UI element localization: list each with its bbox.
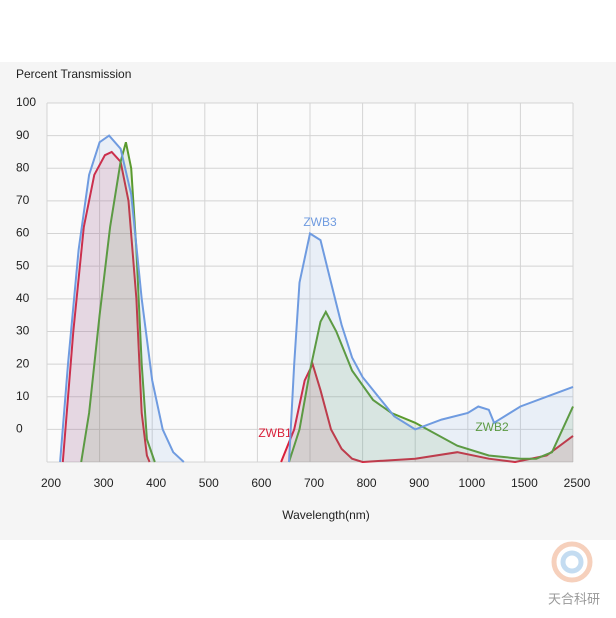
x-tick-label: 500 [199, 476, 219, 490]
x-tick-label: 300 [94, 476, 114, 490]
y-tick-label: 10 [16, 389, 30, 403]
logo [551, 541, 593, 583]
y-tick-label: 60 [16, 226, 30, 240]
y-tick-label: 100 [16, 95, 36, 109]
x-tick-label: 200 [41, 476, 61, 490]
y-tick-label: 30 [16, 324, 30, 338]
series-label: ZWB1 [258, 426, 292, 440]
series-line [61, 150, 574, 464]
chart-title: Percent Transmission [16, 67, 131, 81]
series-label: ZWB2 [475, 420, 509, 434]
y-tick-label: 20 [16, 356, 30, 370]
y-tick-label: 80 [16, 160, 30, 174]
series-line [80, 141, 574, 463]
x-tick-label: 1500 [511, 476, 538, 490]
y-tick-label: 70 [16, 193, 30, 207]
series-line [59, 134, 574, 463]
x-tick-label: 1000 [458, 476, 485, 490]
x-tick-label: 800 [357, 476, 377, 490]
series-area [62, 152, 574, 462]
x-axis-label: Wavelength(nm) [282, 508, 370, 522]
x-tick-label: 400 [146, 476, 166, 490]
y-tick-label: 90 [16, 128, 30, 142]
y-tick-label: 50 [16, 258, 30, 272]
series-area [81, 142, 573, 462]
x-tick-label: 2500 [564, 476, 591, 490]
x-tick-label: 600 [251, 476, 271, 490]
series-label: ZWB3 [303, 215, 337, 229]
x-tick-label: 700 [304, 476, 324, 490]
y-tick-label: 40 [16, 291, 30, 305]
series-area [60, 135, 574, 462]
y-tick-label: 0 [16, 422, 23, 436]
x-tick-label: 900 [409, 476, 429, 490]
watermark: 天合科研 [548, 591, 600, 606]
